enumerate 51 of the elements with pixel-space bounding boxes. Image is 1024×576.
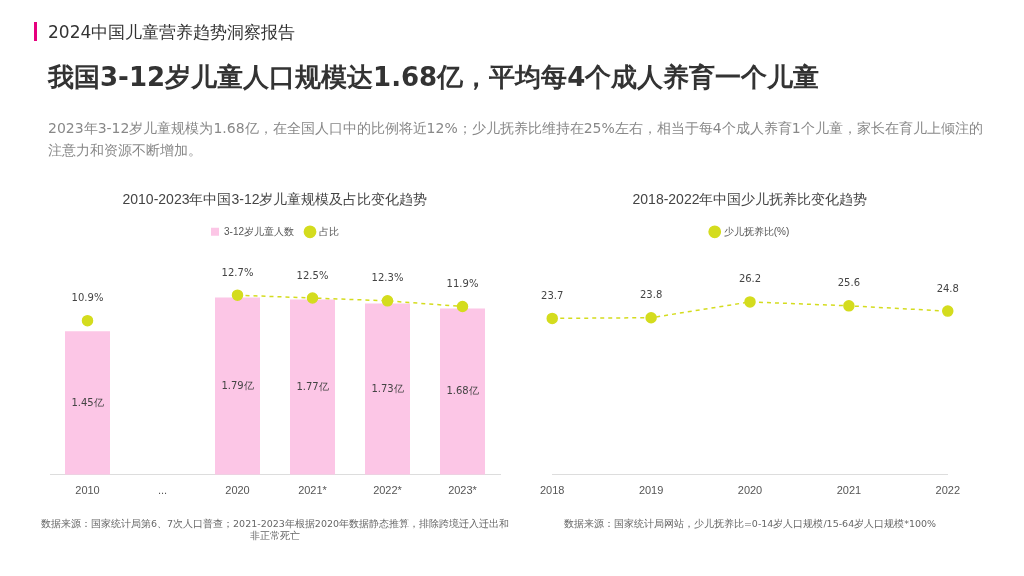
x-tick-label: 2021*	[298, 484, 328, 497]
data-label: 12.3%	[371, 272, 404, 284]
chart-title: 2018-2022年中国少儿抚养比变化趋势	[632, 191, 868, 208]
x-tick-label: 2019	[638, 484, 664, 497]
point	[744, 296, 756, 308]
source-note: 数据来源：国家统计局第6、7次人口普查；2021-2023年根据2020年数据静态推算，排除跨境迁入迁出和非正常死亡	[40, 518, 510, 542]
text: 2024中国儿童营养趋势洞察报告	[48, 21, 296, 44]
data-label: 1.73亿	[371, 382, 404, 394]
point	[942, 305, 954, 317]
point	[456, 300, 469, 313]
bar	[290, 299, 335, 475]
x-tick-label: 2010	[75, 484, 100, 497]
point	[546, 312, 558, 325]
legend-label: 3-12岁儿童人数	[223, 225, 295, 237]
text: 我国3-12岁儿童人口规模达1.68亿，平均每4个成人养育一个儿童	[48, 61, 820, 94]
data-label: 23.8	[639, 289, 663, 301]
x-tick-label: 2023*	[448, 484, 478, 497]
x-tick-label: ...	[157, 484, 168, 497]
x-tick-label: 2018	[539, 484, 565, 497]
point	[381, 295, 394, 307]
bar	[65, 331, 110, 475]
bar	[365, 303, 410, 475]
data-label: 24.8	[936, 282, 959, 294]
data-label: 1.45亿	[71, 396, 104, 408]
chart-title: 2010-2023年中国3-12岁儿童规模及占比变化趋势	[122, 191, 428, 208]
data-label: 1.77亿	[296, 380, 329, 392]
data-label: 23.7	[541, 289, 564, 301]
point	[231, 289, 244, 301]
point	[645, 311, 657, 324]
x-tick-label: 2020	[225, 484, 250, 497]
point	[843, 300, 855, 312]
data-label: 11.9%	[446, 278, 479, 290]
bar	[440, 308, 485, 475]
data-label: 10.9%	[71, 292, 104, 304]
data-label: 26.2	[738, 273, 762, 285]
x-tick-label: 2021	[836, 484, 862, 497]
point	[306, 292, 319, 304]
legend-label: 少儿抚养比(%)	[723, 225, 790, 237]
data-label: 1.79亿	[221, 379, 254, 391]
bar	[215, 297, 260, 475]
data-label: 12.5%	[296, 269, 329, 281]
data-label: 25.6	[837, 277, 861, 289]
text: 2023年3-12岁儿童规模为1.68亿，在全国人口中的比例将近12%；少儿抚养比维持在25%左右，相当于每4个成人养育1个儿童，家长在育儿上倾注的注意力和资源不断增加。	[48, 119, 984, 160]
source-note: 数据来源：国家统计局网站，少儿抚养比=0-14岁人口规模/15-64岁人口规模*100%	[562, 518, 938, 530]
point	[81, 314, 94, 327]
data-label: 12.7%	[221, 266, 254, 278]
data-label: 1.68亿	[446, 385, 479, 397]
x-tick-label: 2022*	[373, 484, 403, 497]
x-tick-label: 2022	[935, 484, 961, 497]
x-tick-label: 2020	[737, 484, 763, 497]
legend-label: 占比	[319, 225, 340, 237]
